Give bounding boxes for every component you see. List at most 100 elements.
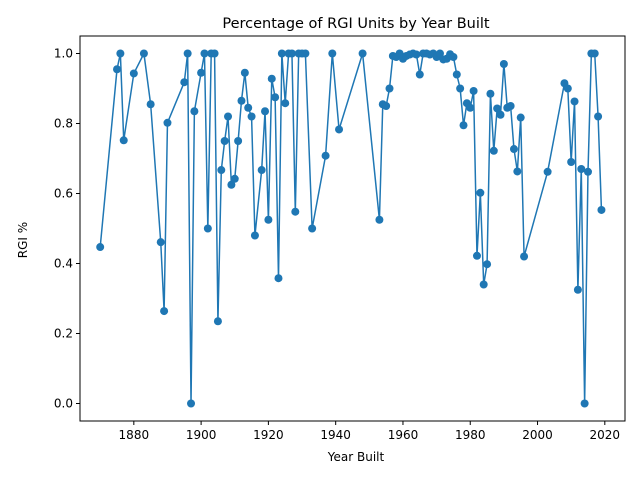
data-point [187,399,196,408]
y-tick-label: 0.4 [54,257,73,271]
y-axis-label: RGI % [16,222,30,258]
data-point [435,49,444,58]
x-tick-label: 1960 [388,428,419,442]
data-point [469,86,478,95]
data-point [486,89,495,98]
data-point [483,260,492,269]
data-point [281,99,290,108]
data-point [160,307,169,316]
data-point [479,280,488,289]
y-tick-label: 0.2 [54,327,73,341]
data-point [261,107,270,116]
data-point [489,146,498,155]
data-point [116,49,125,58]
data-point [466,103,475,112]
data-point [499,60,508,68]
data-point [180,78,189,87]
data-point [580,399,589,408]
data-point [224,112,233,121]
data-point [274,274,283,283]
data-point [247,112,256,121]
data-point [415,70,424,79]
data-point [506,102,515,110]
data-point [183,49,192,58]
data-point [567,158,576,166]
y-tick-label: 0.6 [54,187,73,201]
data-point [375,215,384,224]
data-point [520,252,529,261]
data-point [516,113,525,122]
data-point [493,104,502,113]
data-point [264,215,273,224]
data-point [96,243,105,252]
x-tick-label: 1940 [320,428,351,442]
data-point [385,84,394,93]
x-tick-label: 1900 [186,428,217,442]
x-tick-label: 2020 [590,428,621,442]
data-point [570,97,579,106]
data-point [509,145,518,154]
data-point [291,207,300,216]
data-point [163,118,172,127]
data-point [267,74,276,83]
data-point [321,151,330,160]
data-point [156,238,165,247]
data-point [200,49,209,58]
data-point [573,285,582,294]
data-point [308,224,317,233]
data-point [210,49,219,58]
data-point [597,205,606,214]
x-tick-label: 1880 [119,428,150,442]
data-point [237,96,246,105]
data-point [449,53,458,61]
data-point [139,49,148,58]
data-point [513,167,522,176]
data-point [577,165,586,173]
data-point [287,49,296,58]
data-point [129,69,138,78]
data-point [220,137,229,145]
data-point [583,167,592,176]
data-point [456,84,465,93]
data-point [217,166,226,175]
y-tick-label: 1.0 [54,47,73,61]
data-point [197,68,206,77]
y-tick-label: 0.8 [54,117,73,131]
x-tick-label: 1980 [455,428,486,442]
data-point [240,68,249,77]
data-point [257,166,266,175]
data-point [119,136,128,145]
axis-ticks: 1880 1900 1920 1940 1960 1980 2000 2020 0.0 0.2 0.… [54,47,620,443]
data-point [250,231,259,240]
data-point [271,93,280,102]
data-point [146,100,155,109]
chart-title: Percentage of RGI Units by Year Built [222,16,490,32]
data-point [277,49,286,58]
x-axis-label: Year Built [327,450,385,464]
data-point [234,137,243,145]
data-point [328,49,337,58]
data-point [382,102,391,110]
data-point [358,49,367,58]
data-point [594,112,603,121]
data-point [563,84,572,93]
data-point [452,70,461,79]
data-point [227,180,236,189]
data-point [459,121,468,130]
data-point [301,49,310,58]
data-point [590,49,599,58]
data-point [335,125,344,134]
data-point [190,107,199,116]
data-point [244,103,253,112]
data-point [213,317,222,326]
data-point [472,251,481,260]
plot-area [96,49,606,408]
data-point [113,65,122,74]
data-point [203,224,212,233]
data-point [230,174,239,183]
data-point [412,50,421,59]
x-tick-label: 2000 [522,428,553,442]
